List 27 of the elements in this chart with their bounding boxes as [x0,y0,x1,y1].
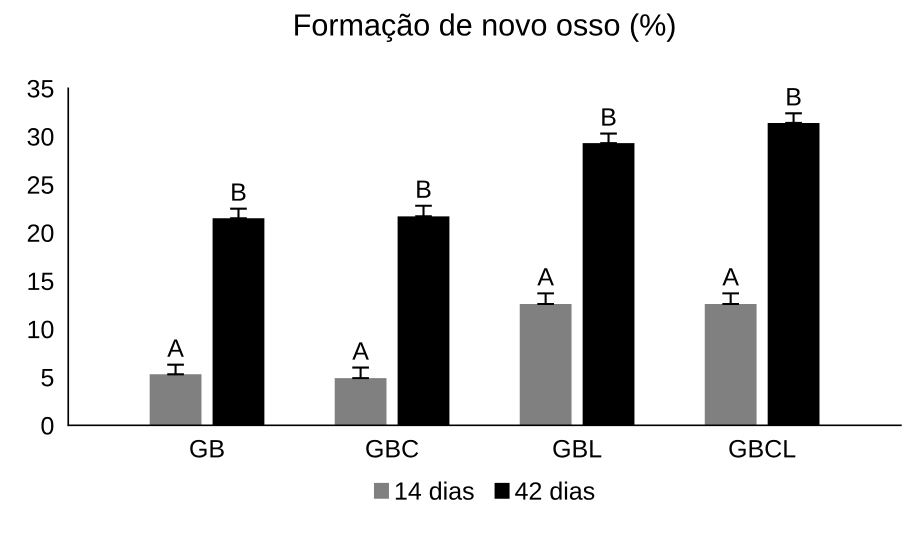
data-label: A [722,268,739,286]
legend-label: 42 dias [515,482,594,500]
y-tick-label: 30 [28,128,54,146]
data-label: B [232,183,246,201]
y-tick-label: 5 [41,369,54,386]
x-tick-label: GB [190,440,224,458]
bar [334,378,387,426]
bar [150,374,202,426]
y-tick-label: 0 [41,416,54,435]
y-tick-label: 25 [28,176,54,194]
legend-label: 14 dias [396,482,474,500]
y-tick-label: 10 [28,320,54,338]
data-label: A [352,342,369,360]
x-tick-label: GBCL [729,440,796,458]
x-tick-label: GBL [553,440,602,458]
y-tick-label: 15 [28,272,54,290]
y-tick-label: 35 [28,80,54,98]
chart-title: Formação de novo osso (%) [295,13,675,42]
bar [520,304,572,426]
data-label: A [167,339,184,357]
data-label: B [417,180,431,198]
data-label: A [537,268,554,286]
data-label: B [787,88,801,106]
bar [704,304,757,426]
x-tick-label: GBC [366,440,418,458]
y-tick-label: 20 [28,224,54,242]
data-label: B [602,108,616,126]
